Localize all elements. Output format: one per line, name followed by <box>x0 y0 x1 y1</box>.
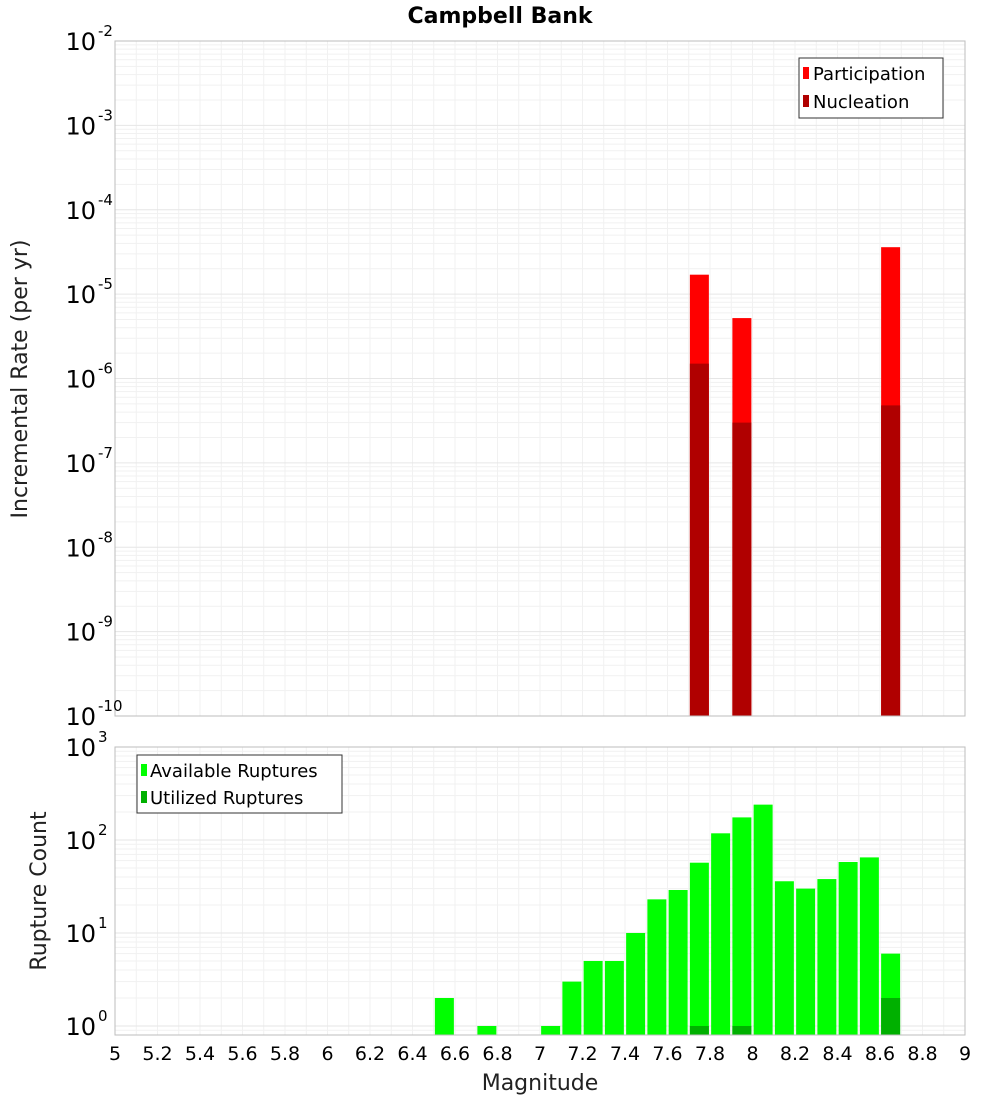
y-tick-label: 10 <box>65 281 96 309</box>
x-tick-label: 8.4 <box>822 1043 852 1065</box>
bar-available-ruptures <box>689 862 709 1035</box>
x-tick-label: 6.2 <box>355 1043 385 1065</box>
x-tick-labels: 5 5.2 5.4 5.6 5.8 6 6.2 6.4 6.6 6.8 7 7.2 7.4 7.6 7.8 8… <box>109 1043 971 1065</box>
bar-available-ruptures <box>774 881 794 1035</box>
y-tick-exponent: 3 <box>98 728 108 746</box>
x-tick-label: 7.6 <box>652 1043 682 1065</box>
bar-available-ruptures <box>668 889 688 1035</box>
y-tick-label: 10 <box>65 703 96 731</box>
y-tick-label: 10 <box>65 197 96 225</box>
legend-swatch-available-ruptures <box>141 764 147 776</box>
y-tick-label: 10 <box>65 827 96 855</box>
y-tick-exponent: -3 <box>98 106 113 124</box>
bar-utilized-ruptures <box>689 1025 709 1035</box>
x-tick-label: 8 <box>746 1043 758 1065</box>
bar-available-ruptures <box>626 932 646 1035</box>
y-tick-label: 10 <box>65 366 96 394</box>
x-tick-label: 7.4 <box>610 1043 640 1065</box>
bar-available-ruptures <box>562 981 582 1035</box>
top-plot-bars <box>689 247 901 716</box>
y-tick-label: 10 <box>65 619 96 647</box>
y-tick-label: 10 <box>65 534 96 562</box>
bottom-legend-box <box>136 754 343 814</box>
legend-label-available-ruptures: Available Ruptures <box>150 761 318 782</box>
bar-available-ruptures <box>796 888 816 1035</box>
x-tick-label: 6.8 <box>482 1043 512 1065</box>
bar-available-ruptures <box>711 833 731 1035</box>
bar-available-ruptures <box>647 899 667 1035</box>
y-tick-label: 10 <box>65 28 96 56</box>
x-tick-label: 7 <box>534 1043 546 1065</box>
legend-label-utilized-ruptures: Utilized Ruptures <box>150 788 303 809</box>
x-tick-label: 7.2 <box>567 1043 597 1065</box>
x-tick-label: 9 <box>959 1043 971 1065</box>
bar-nucleation <box>881 405 901 716</box>
chart-title: Campbell Bank <box>408 4 594 29</box>
x-tick-label: 8.8 <box>907 1043 937 1065</box>
bar-available-ruptures <box>817 879 837 1035</box>
x-axis-label: Magnitude <box>482 1071 599 1096</box>
bottom-plot-frame <box>114 746 966 1036</box>
y-tick-label: 10 <box>65 734 96 762</box>
top-legend-box <box>798 57 944 119</box>
bar-nucleation <box>732 422 752 716</box>
x-tick-label: 6.4 <box>397 1043 427 1065</box>
bar-available-ruptures <box>477 1025 497 1035</box>
y-tick-label: 10 <box>65 112 96 140</box>
y-tick-exponent: -8 <box>98 528 113 546</box>
y-tick-label: 10 <box>65 450 96 478</box>
bottom-legend: Available Ruptures Utilized Ruptures <box>136 754 343 814</box>
bar-available-ruptures <box>583 960 603 1035</box>
bar-available-ruptures <box>838 861 858 1035</box>
legend-swatch-utilized-ruptures <box>141 791 147 803</box>
bar-available-ruptures <box>541 1025 561 1035</box>
y-tick-label: 10 <box>65 920 96 948</box>
top-plot-grid <box>114 40 966 717</box>
bar-available-ruptures <box>732 817 752 1035</box>
x-tick-label: 8.6 <box>865 1043 895 1065</box>
y-tick-exponent: -7 <box>98 444 113 462</box>
legend-swatch-participation <box>803 67 809 79</box>
x-tick-label: 6.6 <box>440 1043 470 1065</box>
x-tick-label: 5 <box>109 1043 121 1065</box>
bottom-plot-bars <box>434 804 901 1035</box>
y-tick-exponent: -2 <box>98 22 113 40</box>
y-tick-exponent: 0 <box>98 1007 108 1025</box>
bottom-y-axis-label: Rupture Count <box>27 811 52 971</box>
bar-utilized-ruptures <box>732 1025 752 1035</box>
bar-available-ruptures <box>434 997 454 1035</box>
y-tick-exponent: -6 <box>98 360 113 378</box>
legend-label-nucleation: Nucleation <box>813 92 909 113</box>
y-tick-exponent: 1 <box>98 914 108 932</box>
y-tick-exponent: -10 <box>98 697 123 715</box>
y-tick-exponent: -4 <box>98 191 113 209</box>
bar-utilized-ruptures <box>881 997 901 1035</box>
top-legend: Participation Nucleation <box>798 57 944 119</box>
x-tick-label: 8.2 <box>780 1043 810 1065</box>
top-y-axis-label: Incremental Rate (per yr) <box>8 240 33 519</box>
y-tick-exponent: -9 <box>98 613 113 631</box>
x-tick-label: 6 <box>321 1043 333 1065</box>
legend-label-participation: Participation <box>813 64 925 85</box>
bar-available-ruptures <box>753 804 773 1035</box>
x-tick-label: 5.8 <box>270 1043 300 1065</box>
bar-nucleation <box>689 363 709 716</box>
bar-available-ruptures <box>604 960 624 1035</box>
bar-available-ruptures <box>859 857 879 1035</box>
x-tick-label: 5.2 <box>142 1043 172 1065</box>
x-tick-label: 5.4 <box>185 1043 215 1065</box>
legend-swatch-nucleation <box>803 95 809 107</box>
x-tick-label: 7.8 <box>695 1043 725 1065</box>
y-tick-exponent: -5 <box>98 275 113 293</box>
x-tick-label: 5.6 <box>227 1043 257 1065</box>
y-tick-exponent: 2 <box>98 821 108 839</box>
top-plot-frame <box>114 40 966 717</box>
y-tick-label: 10 <box>65 1013 96 1041</box>
